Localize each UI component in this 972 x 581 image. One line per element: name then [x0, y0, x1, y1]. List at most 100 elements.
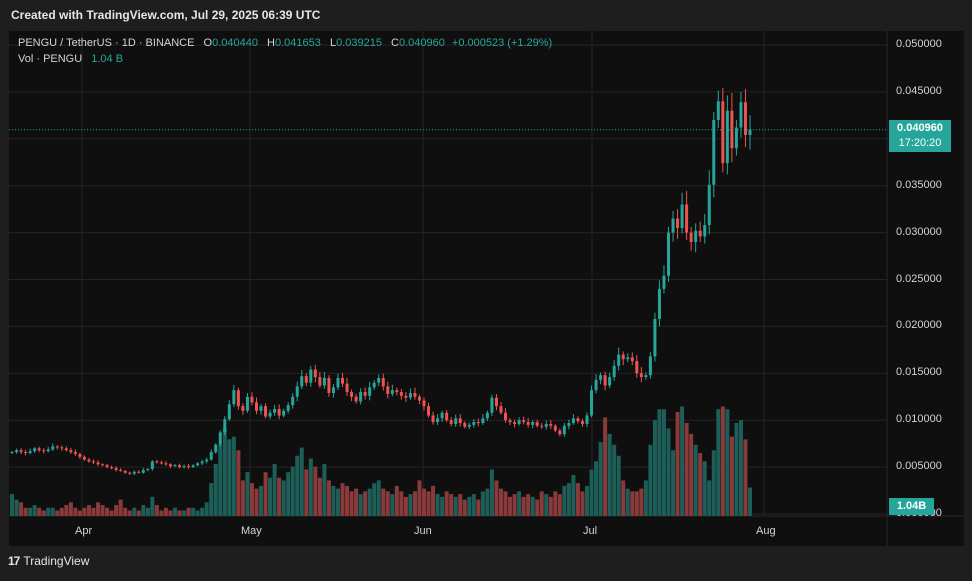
volume-bar: [643, 480, 648, 516]
volume-bar: [290, 466, 295, 516]
candle-body: [526, 422, 530, 425]
candle-body: [544, 423, 548, 427]
volume-bar: [476, 499, 481, 516]
volume-bar: [625, 488, 630, 516]
candle-body: [123, 470, 127, 473]
candle-body: [55, 446, 59, 448]
candle-body: [427, 406, 431, 416]
candle-body: [608, 377, 612, 386]
volume-bar: [299, 447, 304, 516]
volume-bar: [313, 466, 318, 516]
candle-body: [662, 275, 666, 289]
volume-bar: [64, 505, 69, 516]
close-label: C: [391, 37, 399, 49]
candle-body: [264, 406, 268, 417]
candle-body: [635, 361, 639, 374]
symbol-label[interactable]: PENGU / TetherUS · 1D · BINANCE: [18, 37, 195, 49]
change-value: +0.000523 (+1.29%): [451, 37, 553, 49]
chart-panel[interactable]: [9, 31, 964, 546]
volume-bar: [28, 507, 33, 516]
candle-body: [436, 418, 440, 423]
candle-body: [46, 449, 50, 452]
candle-body: [359, 392, 363, 402]
volume-bar: [100, 505, 105, 516]
candle-body: [345, 383, 349, 393]
candle-body: [178, 465, 182, 468]
volume-bar: [213, 463, 218, 516]
volume-bar: [109, 510, 114, 516]
candle-body: [137, 471, 141, 473]
volume-bar: [150, 496, 155, 516]
candle-body: [33, 448, 37, 452]
volume-bar: [422, 488, 427, 516]
candle-body: [707, 184, 711, 226]
volume-bar: [177, 510, 182, 516]
time-tick-label: Jun: [414, 525, 432, 537]
candle-body: [300, 376, 304, 387]
candle-body: [590, 390, 594, 416]
volume-bar: [68, 502, 73, 516]
volume-bar: [308, 458, 313, 516]
volume-bar: [498, 488, 503, 516]
volume-bar: [168, 510, 173, 516]
volume-bar: [535, 499, 540, 516]
candle-body: [476, 422, 480, 424]
watermark-header: Created with TradingView.com, Jul 29, 20…: [0, 0, 972, 30]
volume-bar: [431, 485, 436, 516]
volume-bar: [412, 491, 417, 516]
volume-bar: [580, 491, 585, 516]
candle-body: [232, 390, 236, 405]
candle-body: [304, 376, 308, 383]
candle-body: [508, 420, 512, 423]
candle-body: [368, 387, 372, 396]
candle-body: [78, 453, 82, 457]
candle-body: [372, 382, 376, 388]
candle-body: [734, 127, 738, 149]
volume-bar: [693, 444, 698, 516]
volume-bar: [186, 507, 191, 516]
candle-body: [494, 397, 498, 407]
candle-body: [422, 400, 426, 407]
price-chart-svg[interactable]: [9, 31, 964, 546]
candle-body: [703, 225, 707, 237]
volume-bar: [585, 485, 590, 516]
volume-value: 1.04 B: [91, 53, 124, 65]
volume-bar: [530, 496, 535, 516]
volume-bar: [403, 496, 408, 516]
high-label: H: [267, 37, 275, 49]
candle-body: [648, 356, 652, 376]
open-value: 0.040440: [212, 37, 258, 49]
volume-bar: [661, 409, 666, 516]
candle-body: [60, 447, 64, 449]
volume-bar: [725, 409, 730, 516]
volume-bar: [240, 480, 245, 516]
volume-bar: [417, 480, 422, 516]
candle-body: [214, 444, 218, 453]
candle-body: [164, 463, 168, 465]
candle-body: [562, 425, 566, 435]
candle-body: [458, 418, 462, 424]
volume-bar: [37, 507, 42, 516]
volume-bar: [154, 505, 159, 516]
candle-body: [481, 418, 485, 424]
candle-body: [254, 402, 258, 411]
volume-bar: [345, 485, 350, 516]
candle-body: [599, 375, 603, 380]
candle-body: [191, 465, 195, 468]
candle-body: [105, 465, 109, 468]
candle-body: [286, 405, 290, 411]
volume-bar: [376, 480, 381, 516]
candle-body: [168, 464, 172, 467]
volume-bar: [263, 472, 268, 516]
candle-body: [408, 392, 412, 398]
candle-body: [110, 467, 114, 469]
volume-bar: [657, 409, 662, 516]
volume-label[interactable]: Vol · PENGU: [18, 53, 83, 65]
time-tick-label: Apr: [75, 525, 93, 537]
candle-body: [24, 452, 28, 454]
volume-bars: [10, 406, 752, 516]
candle-body: [10, 452, 14, 454]
volume-bar: [471, 494, 476, 516]
volume-bar: [367, 488, 372, 516]
candle-body: [571, 418, 575, 424]
